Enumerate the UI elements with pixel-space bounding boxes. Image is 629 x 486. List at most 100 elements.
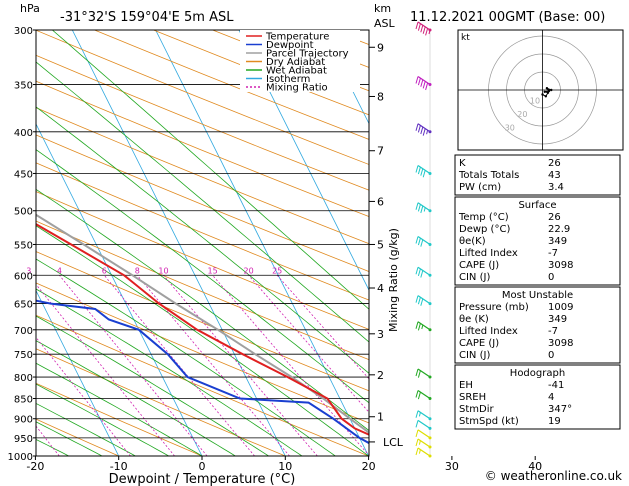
- index-value: 349: [548, 314, 567, 325]
- wind-barb-staff: [417, 266, 431, 276]
- pressure-axis: 300 350 400 450 500 550 600 650 700 750 800 850 900 9…: [8, 26, 36, 463]
- wind-barb-half: [426, 130, 429, 135]
- index-value: 3098: [548, 338, 573, 349]
- wind-barb-flag: [422, 26, 426, 34]
- indices-section: [454, 196, 621, 286]
- index-label: PW (cm): [459, 182, 501, 193]
- pressure-tick-label: 500: [14, 207, 33, 218]
- wind-barb-point: [428, 375, 432, 379]
- wind-barb-point: [428, 171, 432, 175]
- wind-barb-flag: [425, 28, 429, 36]
- hodograph-point: [543, 90, 546, 94]
- indices-section-title: Most Unstable: [502, 290, 573, 301]
- dry-adiabat-line: [36, 382, 203, 456]
- wind-barb-flag: [422, 170, 426, 178]
- index-label: Totals Totals: [458, 170, 519, 181]
- asl-label: ASL: [374, 17, 396, 30]
- wind-barb-staff: [417, 438, 431, 448]
- index-label: CAPE (J): [459, 260, 499, 271]
- wind-barb-point: [428, 328, 432, 332]
- wind-barb-flag: [415, 267, 419, 275]
- dry-adiabat-line: [36, 107, 369, 245]
- hodograph-point: [550, 88, 553, 92]
- mixing-ratio-line: [276, 275, 369, 380]
- mixing-ratio-label: 20: [244, 266, 254, 275]
- index-label: Pressure (mb): [459, 302, 529, 313]
- hodograph-point: [544, 95, 547, 98]
- index-label: StmSpd (kt): [459, 416, 519, 427]
- dry-adiabat-line: [36, 348, 286, 456]
- legend-entry: Dry Adiabat: [266, 57, 325, 68]
- wind-barb-staff: [417, 235, 431, 245]
- dry-adiabat-line: [36, 314, 369, 456]
- index-value: -41: [548, 380, 564, 391]
- wind-barb-flag: [420, 25, 424, 33]
- temperature-line: [36, 223, 369, 436]
- indices-table: K 26 Totals Totals 43 PW (cm) 3.4 Surface Temp …: [454, 154, 621, 430]
- pressure-tick-label: 750: [14, 350, 33, 361]
- wind-barb-flag: [415, 429, 419, 437]
- wind-barb-flag: [422, 81, 426, 89]
- isotherm-line: [36, 123, 203, 456]
- index-label: CIN (J): [459, 272, 490, 283]
- isotherm-line: [71, 30, 286, 456]
- wind-barb-flag: [415, 410, 419, 418]
- wind-barb-flag: [415, 76, 419, 84]
- index-value: 0: [548, 272, 554, 283]
- pressure-tick-label: 1000: [8, 452, 33, 463]
- indices-section-title: Hodograph: [510, 368, 565, 379]
- index-value: -7: [548, 326, 558, 337]
- km-tick-label: 9: [377, 41, 384, 54]
- mixing-ratio-label: 8: [135, 266, 140, 275]
- index-value: 347°: [548, 404, 572, 415]
- wind-barb-flag: [420, 270, 424, 278]
- legend-entry: Parcel Trajectory: [266, 49, 349, 60]
- wind-barb-half: [418, 412, 421, 417]
- x-axis-label: Dewpoint / Temperature (°C): [109, 472, 296, 486]
- wind-barb-flag: [417, 23, 421, 31]
- wind-barb-staff: [417, 447, 431, 457]
- wet-adiabat-line: [36, 438, 69, 456]
- hodograph-ring-label: 20: [517, 110, 527, 119]
- wind-barb-flag: [425, 82, 429, 91]
- wind-barb-point: [428, 242, 432, 246]
- index-label: Lifted Index: [459, 326, 518, 337]
- wind-barb-flag: [420, 79, 424, 87]
- hodograph-point: [546, 91, 550, 94]
- wind-barb-flag: [415, 21, 419, 30]
- wet-adiabat-line: [36, 61, 369, 343]
- credit-text: © weatheronline.co.uk: [485, 469, 622, 483]
- wind-barb-flag: [415, 420, 419, 428]
- wind-barb-flag: [417, 204, 421, 212]
- index-label: Temp (°C): [458, 212, 509, 223]
- wind-barb-flag: [417, 297, 421, 305]
- temperature-tick-label: 30: [445, 460, 459, 473]
- pressure-tick-label: 900: [14, 415, 33, 426]
- parcel-line: [36, 213, 369, 434]
- index-value: -7: [548, 248, 558, 259]
- km-tick-label: 5: [377, 238, 384, 251]
- wet-adiabat-line: [36, 383, 169, 456]
- hpa-label: hPa: [20, 2, 40, 15]
- km-tick-label: 4: [377, 282, 384, 295]
- indices-section-title: Surface: [518, 200, 556, 211]
- wind-barb-point: [428, 417, 432, 421]
- dry-adiabat-line: [36, 80, 369, 218]
- wind-barb-flag: [420, 298, 424, 306]
- sounding-series: [36, 213, 369, 445]
- temperature-tick-label: 40: [528, 460, 542, 473]
- wet-adiabat-line: [36, 402, 136, 456]
- wind-barb-flag: [417, 323, 421, 331]
- km-tick-label: 1: [377, 411, 384, 424]
- temperature-tick-label: -10: [110, 460, 128, 473]
- index-value: 19: [548, 416, 561, 427]
- wind-barb-point: [428, 436, 432, 440]
- wind-barb-flag: [415, 321, 419, 329]
- pressure-tick-label: 400: [14, 128, 33, 139]
- legend-entry: Isotherm: [266, 74, 310, 85]
- wind-barb-half: [423, 207, 426, 212]
- dewpoint-line: [36, 299, 369, 445]
- index-label: CIN (J): [459, 350, 490, 361]
